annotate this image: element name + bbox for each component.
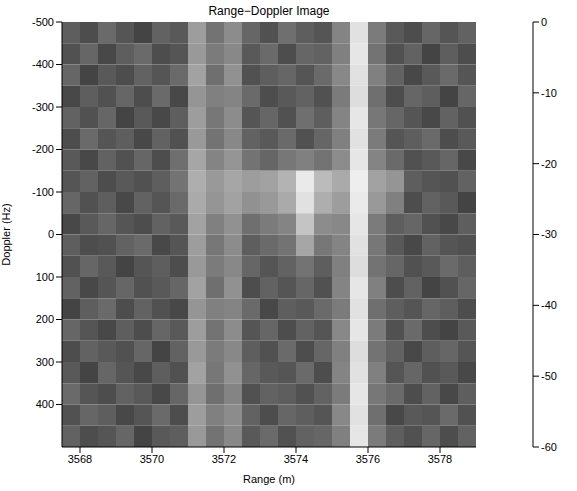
svg-text:-500: -500	[32, 16, 54, 28]
svg-text:-200: -200	[32, 143, 54, 155]
svg-text:100: 100	[36, 271, 54, 283]
html-text:Range−Doppler Image: Range−Doppler Image	[208, 4, 330, 18]
svg-text:-60: -60	[541, 441, 557, 453]
svg-text:-50: -50	[541, 370, 557, 382]
svg-text:-100: -100	[32, 186, 54, 198]
svg-text:-400: -400	[32, 58, 54, 70]
svg-text:-20: -20	[541, 158, 557, 170]
svg-text:3574: 3574	[284, 453, 308, 465]
svg-text:0: 0	[48, 228, 54, 240]
svg-text:3572: 3572	[212, 453, 236, 465]
svg-text:-30: -30	[541, 228, 557, 240]
svg-text:0: 0	[541, 16, 547, 28]
svg-text:-10: -10	[541, 87, 557, 99]
svg-text:3570: 3570	[140, 453, 164, 465]
svg-text:3568: 3568	[68, 453, 92, 465]
svg-text:Range (m): Range (m)	[243, 473, 295, 485]
svg-text:3578: 3578	[428, 453, 452, 465]
svg-text:-40: -40	[541, 299, 557, 311]
svg-text:300: 300	[36, 356, 54, 368]
svg-text:Doppler (Hz): Doppler (Hz)	[0, 203, 12, 265]
svg-text:400: 400	[36, 398, 54, 410]
svg-text:-300: -300	[32, 101, 54, 113]
svg-text:200: 200	[36, 313, 54, 325]
svg-text:3576: 3576	[356, 453, 380, 465]
